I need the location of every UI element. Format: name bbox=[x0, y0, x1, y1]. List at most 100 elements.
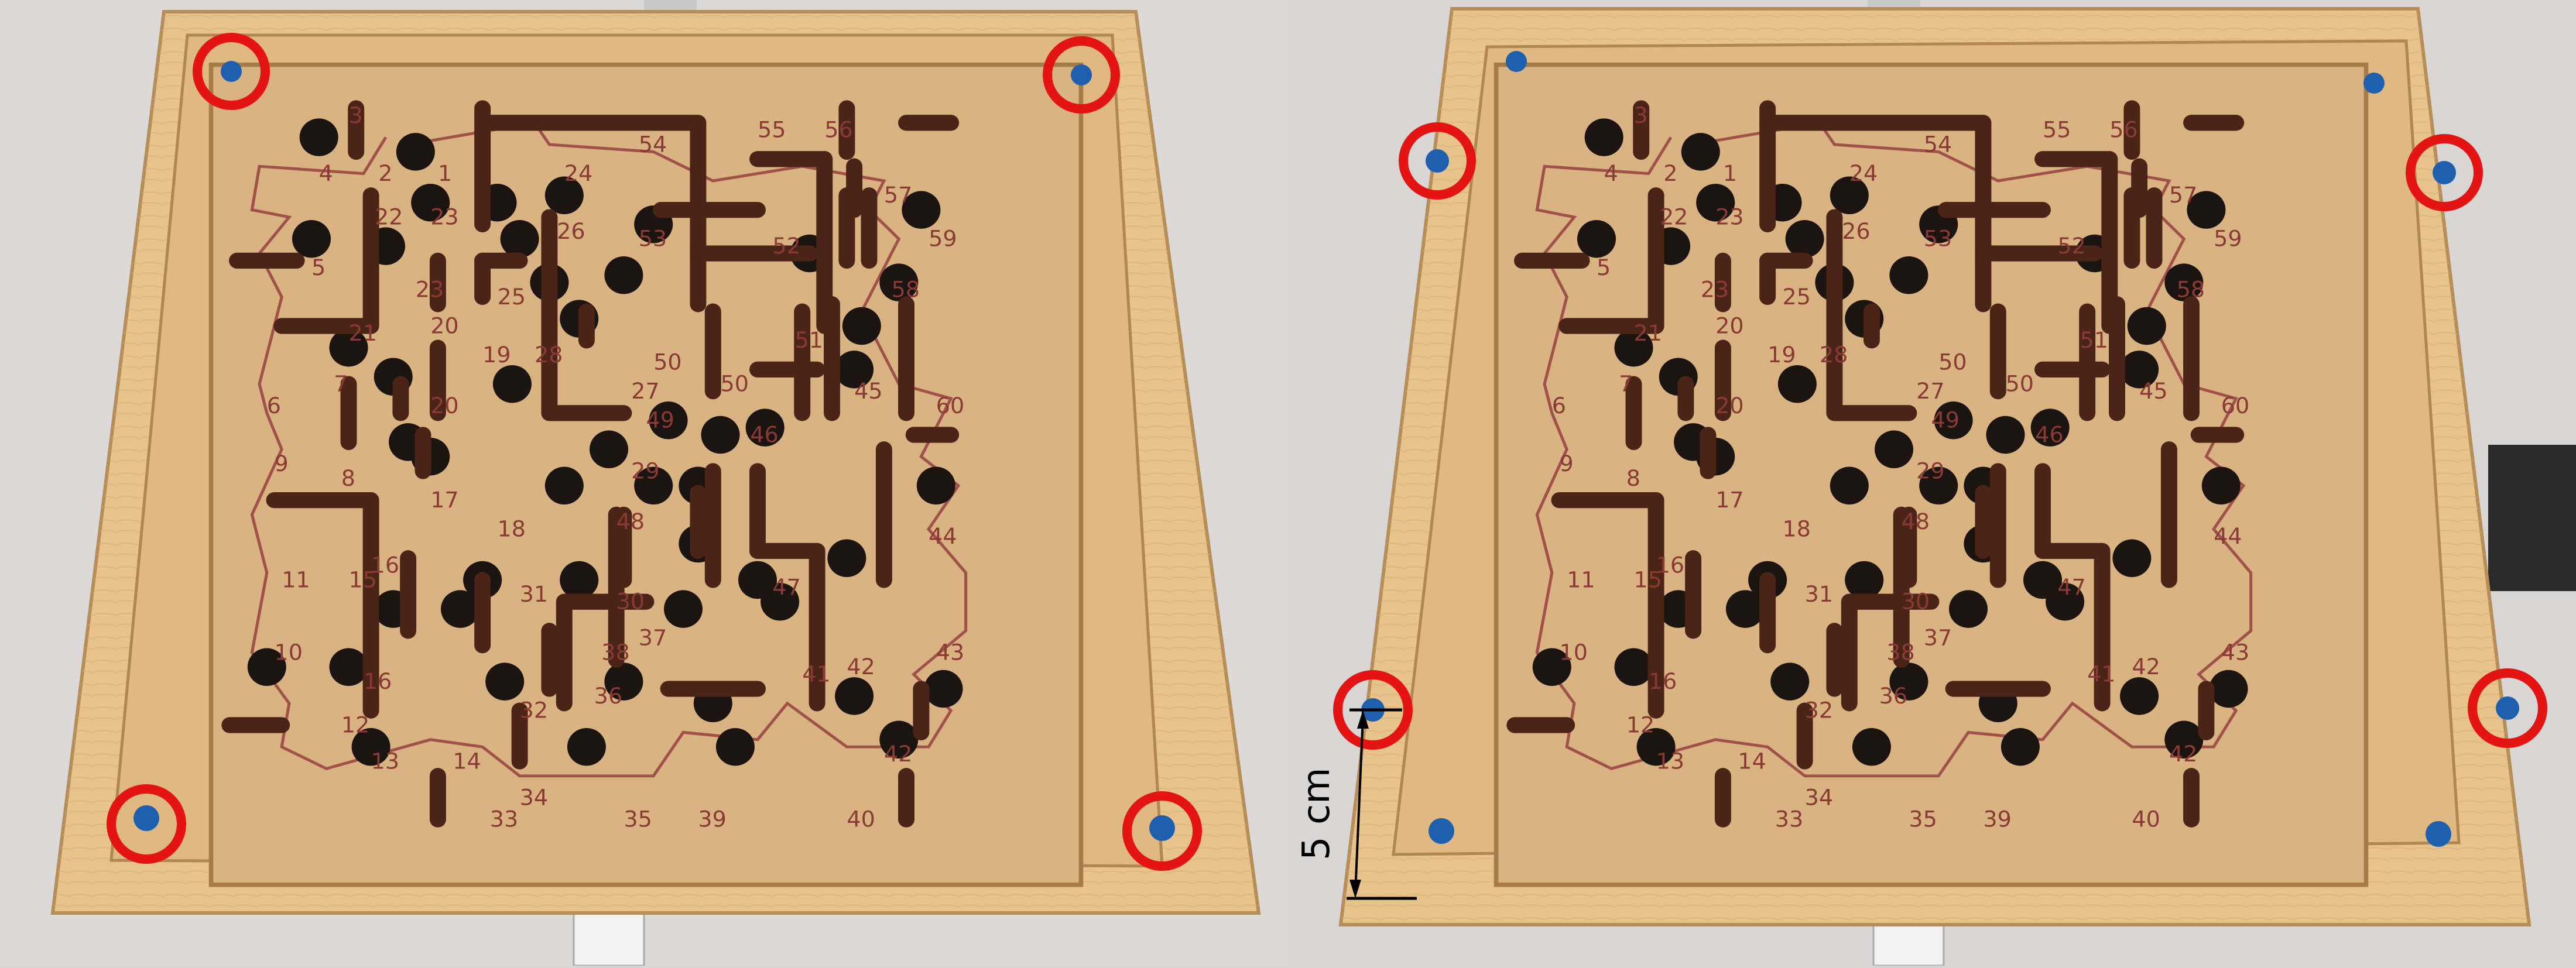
maze-number-label: 4 bbox=[319, 160, 333, 186]
maze-number-label: 45 bbox=[854, 378, 882, 403]
maze-number-label: 22 bbox=[375, 204, 403, 229]
maze-number-label: 59 bbox=[2214, 226, 2242, 251]
maze-number-label: 44 bbox=[929, 523, 957, 548]
maze-number-label: 27 bbox=[1916, 378, 1944, 403]
maze-number-label: 23 bbox=[430, 204, 458, 229]
maze-hole bbox=[292, 220, 331, 258]
maze-number-label: 21 bbox=[1634, 320, 1662, 345]
maze-number-label: 53 bbox=[1924, 226, 1952, 251]
maze-hole bbox=[501, 220, 539, 258]
maze-hole bbox=[2112, 540, 2151, 577]
maze-number-label: 7 bbox=[1619, 371, 1633, 396]
maze-number-label: 37 bbox=[639, 625, 667, 650]
maze-number-label: 54 bbox=[639, 132, 667, 157]
maze-number-label: 11 bbox=[282, 567, 310, 592]
maze-number-label: 34 bbox=[520, 785, 548, 810]
maze-number-label: 32 bbox=[520, 698, 548, 723]
maze-number-label: 33 bbox=[1775, 806, 1803, 832]
maze-number-label: 3 bbox=[1634, 102, 1648, 128]
maze-number-label: 25 bbox=[498, 284, 526, 309]
maze-number-label: 20 bbox=[1715, 393, 1743, 418]
maze-number-label: 40 bbox=[847, 806, 875, 832]
maze-number-label: 55 bbox=[758, 117, 786, 142]
maze-hole bbox=[493, 365, 532, 403]
maze-hole bbox=[329, 648, 368, 686]
maze-hole bbox=[1889, 256, 1928, 294]
maze-hole bbox=[924, 670, 962, 708]
maze-number-label: 27 bbox=[631, 378, 659, 403]
maze-number-label: 35 bbox=[624, 806, 652, 832]
maze-hole bbox=[1949, 590, 1988, 627]
maze-hole bbox=[1577, 220, 1616, 258]
maze-number-label: 32 bbox=[1805, 698, 1833, 723]
maze-number-label: 57 bbox=[2169, 183, 2197, 208]
maze-number-label: 44 bbox=[2214, 523, 2242, 548]
inner-marker-top-left bbox=[1506, 51, 1527, 72]
maze-hole bbox=[842, 307, 881, 345]
maze-hole bbox=[590, 431, 628, 468]
maze-hole bbox=[2202, 467, 2241, 504]
maze-number-label: 36 bbox=[594, 683, 622, 708]
maze-number-label: 59 bbox=[929, 226, 957, 251]
maze-number-label: 50 bbox=[2006, 371, 2034, 396]
maze-number-label: 30 bbox=[1902, 589, 1930, 614]
maze-number-label: 12 bbox=[1626, 712, 1654, 737]
maze-hole bbox=[917, 467, 955, 504]
maze-number-label: 35 bbox=[1909, 806, 1937, 832]
maze-number-label: 19 bbox=[1767, 342, 1796, 367]
maze-number-label: 4 bbox=[1604, 160, 1618, 186]
maze-number-label: 45 bbox=[2139, 378, 2167, 403]
maze-number-label: 2 bbox=[1663, 160, 1677, 186]
maze-hole bbox=[1830, 467, 1869, 504]
maze-number-label: 3 bbox=[349, 102, 363, 128]
maze-number-label: 8 bbox=[1626, 465, 1640, 490]
maze-number-label: 46 bbox=[750, 422, 778, 447]
maze-number-label: 36 bbox=[1879, 683, 1907, 708]
maze-number-label: 52 bbox=[772, 233, 800, 258]
maze-number-label: 5 bbox=[1597, 255, 1611, 280]
maze-number-label: 58 bbox=[2177, 277, 2205, 302]
maze-hole bbox=[604, 256, 643, 294]
maze-number-label: 14 bbox=[453, 749, 481, 774]
device-box-right bbox=[2488, 445, 2576, 591]
maze-number-label: 5 bbox=[311, 255, 326, 280]
maze-number-label: 50 bbox=[653, 349, 681, 375]
maze-number-label: 51 bbox=[2080, 328, 2108, 353]
maze-number-label: 37 bbox=[1924, 625, 1952, 650]
maze-hole bbox=[2209, 670, 2248, 708]
maze-number-label: 43 bbox=[936, 640, 964, 665]
maze-number-label: 18 bbox=[498, 516, 526, 541]
maze-number-label: 26 bbox=[1842, 219, 1870, 244]
maze-number-label: 42 bbox=[847, 654, 875, 679]
maze-hole bbox=[716, 728, 755, 766]
maze-number-label: 41 bbox=[802, 661, 830, 686]
maze-hole bbox=[560, 561, 598, 599]
maze-hole bbox=[567, 728, 606, 766]
maze-hole bbox=[827, 540, 866, 577]
maze-hole bbox=[545, 467, 584, 504]
maze-number-label: 47 bbox=[772, 574, 800, 599]
maze-number-label: 20 bbox=[1715, 313, 1743, 338]
maze-number-label: 55 bbox=[2043, 117, 2071, 142]
maze-number-label: 23 bbox=[1701, 277, 1729, 302]
maze-number-label: 11 bbox=[1567, 567, 1595, 592]
maze-number-label: 13 bbox=[1656, 749, 1684, 774]
maze-number-label: 24 bbox=[1849, 160, 1878, 186]
maze-number-label: 50 bbox=[1938, 349, 1967, 375]
maze-number-label: 48 bbox=[1902, 509, 1930, 534]
maze-number-label: 31 bbox=[520, 582, 548, 607]
maze-number-label: 58 bbox=[892, 277, 920, 302]
maze-number-label: 9 bbox=[275, 451, 289, 476]
maze-number-label: 9 bbox=[1560, 451, 1574, 476]
maze-hole bbox=[2001, 728, 2040, 766]
maze-hole bbox=[835, 677, 873, 715]
maze-hole bbox=[2120, 677, 2159, 715]
maze-number-label: 20 bbox=[430, 313, 458, 338]
maze-number-label: 28 bbox=[535, 342, 563, 367]
maze-hole bbox=[664, 590, 703, 627]
maze-hole bbox=[1726, 590, 1765, 627]
maze-hole bbox=[701, 416, 739, 454]
maze-number-label: 39 bbox=[1983, 806, 2011, 832]
